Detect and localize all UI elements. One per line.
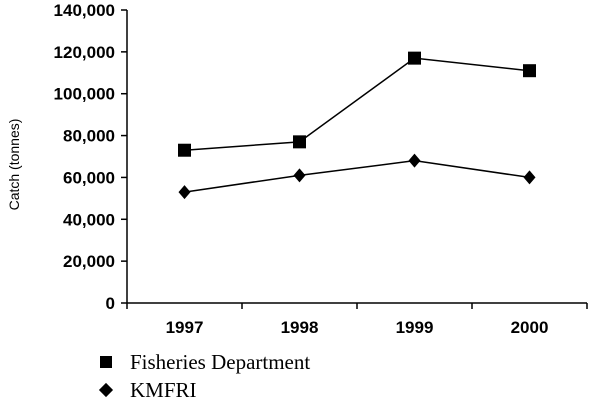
data-point-diamond [178, 185, 191, 200]
y-tick-label: 20,000 [63, 252, 115, 271]
plot-area: 0 20,000 40,000 60,000 80,000 100,000 120,000 1… [6, 1, 588, 337]
data-point-square [408, 51, 421, 65]
data-point-diamond [408, 153, 421, 168]
y-tick-label: 140,000 [54, 1, 115, 20]
y-tick-label: 40,000 [63, 210, 115, 229]
x-tick-label: 2000 [511, 318, 549, 337]
data-point-square [178, 143, 191, 157]
legend-label-kmfri: KMFRI [130, 377, 197, 402]
data-point-square [293, 135, 306, 149]
data-point-square [523, 64, 536, 78]
x-tick-label: 1997 [166, 318, 204, 337]
data-point-diamond [293, 168, 306, 183]
diamond-marker-icon [96, 382, 130, 398]
square-marker-icon [96, 356, 130, 368]
y-tick-label: 120,000 [54, 43, 115, 62]
data-point-diamond [523, 170, 536, 185]
x-tick-label: 1999 [396, 318, 434, 337]
y-tick-label: 80,000 [63, 127, 115, 146]
y-tick-label: 60,000 [63, 168, 115, 187]
y-tick-label: 100,000 [54, 85, 115, 104]
x-tick-label: 1998 [281, 318, 319, 337]
legend-item-fisheries: Fisheries Department [96, 348, 310, 376]
series-line-1 [184, 159, 530, 193]
legend: Fisheries Department KMFRI [96, 348, 310, 404]
y-axis-label: Catch (tonnes) [6, 119, 22, 211]
legend-label-fisheries: Fisheries Department [130, 349, 311, 374]
y-tick-label: 0 [106, 294, 115, 313]
series-line-0 [184, 57, 530, 151]
legend-item-kmfri: KMFRI [96, 376, 310, 404]
